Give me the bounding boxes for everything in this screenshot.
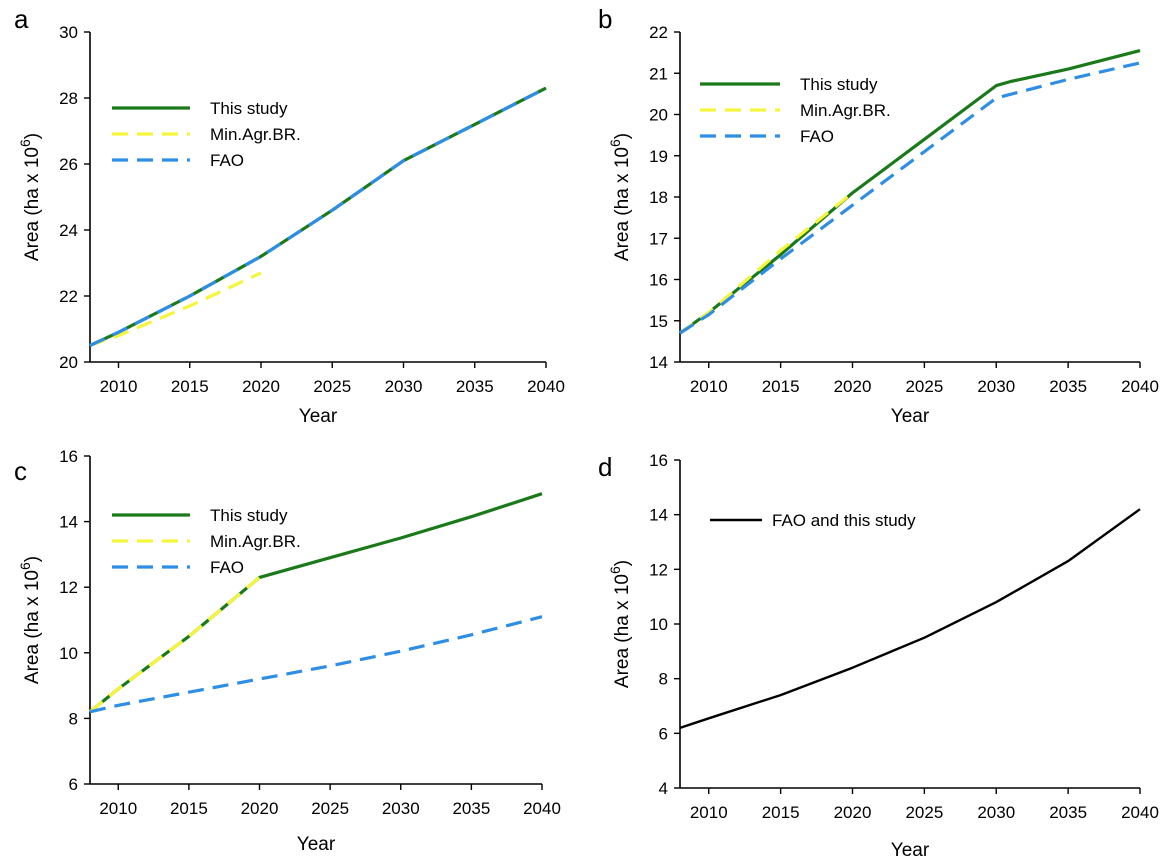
x-tick-label: 2035 <box>1049 377 1087 396</box>
x-tick-label: 2020 <box>834 803 872 822</box>
x-tick-label: 2025 <box>905 377 943 396</box>
panel-letter: b <box>598 4 612 34</box>
x-tick-label: 2010 <box>99 799 137 818</box>
x-tick-label: 2015 <box>762 377 800 396</box>
y-tick-label: 15 <box>649 312 668 331</box>
series-line-2 <box>89 615 543 714</box>
x-tick-label: 2040 <box>527 377 565 396</box>
x-tick-label: 2015 <box>171 377 209 396</box>
y-tick-label: 12 <box>59 578 78 597</box>
y-tick-label: 21 <box>649 64 668 83</box>
y-tick-label: 4 <box>659 779 668 798</box>
y-tick-label: 26 <box>59 155 78 174</box>
y-tick-label: 30 <box>59 23 78 42</box>
legend-label-0: This study <box>210 99 288 118</box>
x-tick-label: 2015 <box>762 803 800 822</box>
x-tick-label: 2010 <box>100 377 138 396</box>
y-tick-label: 16 <box>649 271 668 290</box>
x-axis-title: Year <box>297 834 336 855</box>
y-tick-label: 10 <box>59 644 78 663</box>
y-tick-label: 20 <box>59 353 78 372</box>
x-axis-title: Year <box>891 840 930 861</box>
x-axis-title: Year <box>891 406 930 427</box>
y-tick-label: 22 <box>649 23 668 42</box>
x-tick-label: 2030 <box>977 377 1015 396</box>
x-tick-label: 2025 <box>905 803 943 822</box>
x-tick-label: 2040 <box>523 799 561 818</box>
y-tick-label: 12 <box>649 560 668 579</box>
legend-label-2: FAO <box>210 151 244 170</box>
y-tick-label: 8 <box>659 670 668 689</box>
x-tick-label: 2040 <box>1121 803 1159 822</box>
x-tick-label: 2025 <box>313 377 351 396</box>
series-line-2 <box>679 61 1141 335</box>
x-tick-label: 2010 <box>690 803 728 822</box>
x-tick-label: 2020 <box>241 799 279 818</box>
x-tick-label: 2030 <box>382 799 420 818</box>
x-tick-label: 2025 <box>311 799 349 818</box>
y-tick-label: 16 <box>649 451 668 470</box>
y-axis-title: Area (ha x 106) <box>17 133 43 261</box>
legend-label-0: This study <box>800 75 878 94</box>
panel-letter: c <box>14 456 27 486</box>
legend-label-2: FAO <box>800 127 834 146</box>
series-line-0 <box>679 508 1141 730</box>
series-line-0 <box>88 492 543 714</box>
y-tick-label: 14 <box>649 353 668 372</box>
x-axis-title: Year <box>299 406 338 427</box>
y-tick-label: 17 <box>649 229 668 248</box>
y-tick-label: 22 <box>59 287 78 306</box>
x-tick-label: 2030 <box>385 377 423 396</box>
y-axis-title: Area (ha x 106) <box>607 560 633 688</box>
legend-label-2: FAO <box>210 558 244 577</box>
y-tick-label: 19 <box>649 147 668 166</box>
x-tick-label: 2035 <box>456 377 494 396</box>
y-axis-title: Area (ha x 106) <box>607 133 633 261</box>
y-tick-label: 18 <box>649 188 668 207</box>
panel-c: c 6 8 10 12 14 16 2010 2015 2020 2025 2030 2035 2040 Y… <box>14 447 561 855</box>
series-line-0 <box>89 86 547 347</box>
x-tick-label: 2010 <box>690 377 728 396</box>
x-tick-label: 2030 <box>977 803 1015 822</box>
y-tick-label: 24 <box>59 221 78 240</box>
x-tick-label: 2035 <box>452 799 490 818</box>
y-tick-label: 8 <box>69 709 78 728</box>
y-tick-label: 10 <box>649 615 668 634</box>
y-tick-label: 6 <box>69 775 78 794</box>
x-tick-label: 2040 <box>1121 377 1159 396</box>
y-tick-label: 16 <box>59 447 78 466</box>
legend-label-0: FAO and this study <box>772 511 916 530</box>
panel-letter: d <box>598 452 612 482</box>
y-tick-label: 6 <box>659 724 668 743</box>
y-tick-label: 28 <box>59 89 78 108</box>
panel-d: d 4 6 8 10 12 14 16 2010 2015 2020 2025 2030 2035 2040… <box>598 451 1159 861</box>
series-line-1 <box>679 191 854 335</box>
y-tick-label: 20 <box>649 106 668 125</box>
y-axis-title: Area (ha x 106) <box>17 556 43 684</box>
legend-label-0: This study <box>210 506 288 525</box>
series-line-0 <box>679 49 1141 335</box>
x-tick-label: 2015 <box>170 799 208 818</box>
x-tick-label: 2035 <box>1049 803 1087 822</box>
series-line-2 <box>89 86 547 347</box>
y-tick-label: 14 <box>649 506 668 525</box>
panel-a: a 20 22 24 26 28 30 2010 2015 2020 2025 2030 2035 204… <box>14 4 565 427</box>
x-tick-label: 2020 <box>834 377 872 396</box>
y-tick-label: 14 <box>59 513 78 532</box>
legend-label-1: Min.Agr.BR. <box>800 101 891 120</box>
panel-b: b 14 15 16 17 18 19 20 21 22 2010 2015 2020 2025 2030 2… <box>598 4 1159 427</box>
legend-label-1: Min.Agr.BR. <box>210 532 301 551</box>
legend-label-1: Min.Agr.BR. <box>210 125 301 144</box>
series-line-1 <box>88 576 261 714</box>
panel-letter: a <box>14 4 29 34</box>
x-tick-label: 2020 <box>242 377 280 396</box>
